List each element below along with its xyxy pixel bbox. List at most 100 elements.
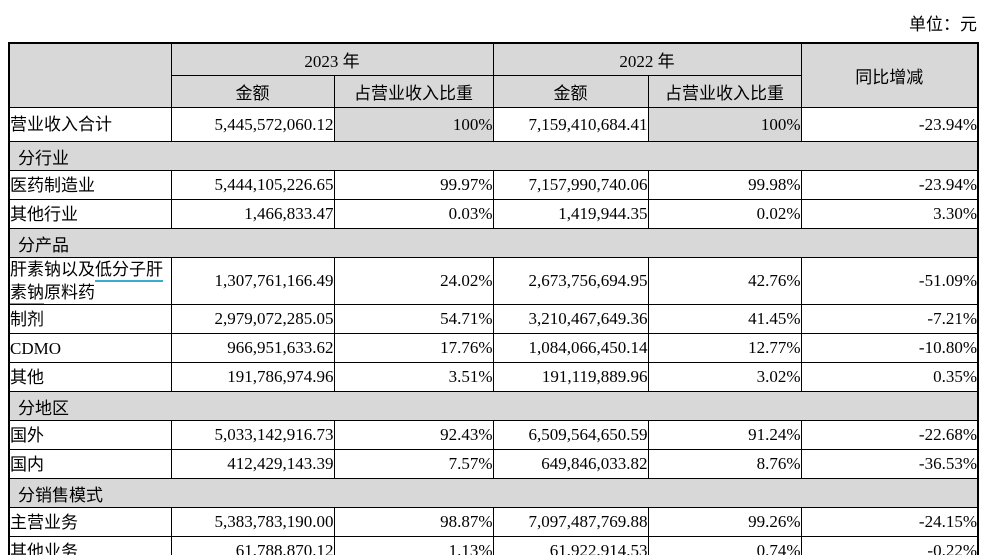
data-row: 制剂 2,979,072,285.05 54.71% 3,210,467,649.36… — [8, 304, 979, 334]
amount-2022-cell: 649,846,033.82 — [492, 449, 649, 479]
section-label: 分产品 — [8, 228, 979, 258]
amount-2022-cell: 7,159,410,684.41 — [492, 107, 649, 142]
amount-2022-cell: 1,419,944.35 — [492, 199, 649, 229]
revenue-breakdown-table: 2023 年 2022 年 同比增减 金额 占营业收入比重 金额 占营业收入比重… — [8, 42, 979, 555]
section-label: 分行业 — [8, 141, 979, 171]
row-label: 国外 — [8, 420, 172, 450]
section-row: 分行业 — [8, 141, 979, 171]
row-label: 营业收入合计 — [8, 107, 172, 142]
yoy-cell: -23.94% — [800, 170, 979, 200]
amount-2023-cell: 5,033,142,916.73 — [170, 420, 335, 450]
pct-2023-cell: 3.51% — [333, 362, 494, 392]
pct-2023-cell: 17.76% — [333, 333, 494, 363]
data-row: 其他 191,786,974.96 3.51% 191,119,889.96 3.02%… — [8, 362, 979, 392]
header-row-years: 2023 年 2022 年 同比增减 — [8, 42, 979, 108]
pct-2022-cell: 3.02% — [647, 362, 802, 392]
year-2023-header: 2023 年 — [170, 42, 494, 76]
yoy-cell: 3.30% — [800, 199, 979, 229]
pct-2023-cell: 99.97% — [333, 170, 494, 200]
section-label: 分销售模式 — [8, 478, 979, 508]
label-text: 肝素钠以及 — [10, 260, 95, 279]
row-label: 国内 — [8, 449, 172, 479]
yoy-cell: -23.94% — [800, 107, 979, 142]
yoy-change-header: 同比增减 — [800, 42, 979, 108]
amount-2022-cell: 7,097,487,769.88 — [492, 507, 649, 537]
data-row: 肝素钠以及低分子肝素钠原料药 1,307,761,166.49 24.02% 2,67… — [8, 257, 979, 305]
row-label: 其他 — [8, 362, 172, 392]
amount-2022-cell: 3,210,467,649.36 — [492, 304, 649, 334]
pct-2023-cell: 100% — [333, 107, 494, 142]
label-text: 原料药 — [44, 283, 95, 302]
pct-2022-cell: 100% — [647, 107, 802, 142]
amount-2023-cell: 412,429,143.39 — [170, 449, 335, 479]
yoy-cell: -51.09% — [800, 257, 979, 305]
pct-2022-cell: 0.74% — [647, 536, 802, 555]
row-label: 肝素钠以及低分子肝素钠原料药 — [8, 257, 172, 305]
pct-2023-cell: 98.87% — [333, 507, 494, 537]
corner-cell — [8, 42, 172, 108]
underlined-term: 低分子肝素钠 — [10, 260, 163, 304]
row-label: 其他业务 — [8, 536, 172, 555]
amount-2022-cell: 61,922,914.53 — [492, 536, 649, 555]
year-2022-header: 2022 年 — [492, 42, 802, 76]
amount-2023-cell: 5,445,572,060.12 — [170, 107, 335, 142]
amount-2023-cell: 191,786,974.96 — [170, 362, 335, 392]
pct-2022-cell: 12.77% — [647, 333, 802, 363]
unit-label: 单位：元 — [909, 15, 977, 34]
amount-2022-cell: 1,084,066,450.14 — [492, 333, 649, 363]
data-row: 医药制造业 5,444,105,226.65 99.97% 7,157,990,740… — [8, 170, 979, 200]
pct-2022-cell: 8.76% — [647, 449, 802, 479]
yoy-cell: -22.68% — [800, 420, 979, 450]
yoy-cell: -36.53% — [800, 449, 979, 479]
row-label: CDMO — [8, 333, 172, 363]
data-row: CDMO 966,951,633.62 17.76% 1,084,066,450.14… — [8, 333, 979, 363]
amount-2023-header: 金额 — [170, 75, 335, 108]
pct-2022-cell: 42.76% — [647, 257, 802, 305]
amount-2022-cell: 2,673,756,694.95 — [492, 257, 649, 305]
yoy-cell: -24.15% — [800, 507, 979, 537]
amount-2023-cell: 1,466,833.47 — [170, 199, 335, 229]
data-row: 主营业务 5,383,783,190.00 98.87% 7,097,487,769.… — [8, 507, 979, 537]
data-row: 营业收入合计 5,445,572,060.12 100% 7,159,410,684.… — [8, 107, 979, 142]
pct-2022-cell: 99.98% — [647, 170, 802, 200]
pct-2023-header: 占营业收入比重 — [333, 75, 494, 108]
pct-2023-cell: 7.57% — [333, 449, 494, 479]
pct-2022-cell: 41.45% — [647, 304, 802, 334]
row-label: 医药制造业 — [8, 170, 172, 200]
data-row: 国外 5,033,142,916.73 92.43% 6,509,564,650.59… — [8, 420, 979, 450]
row-label: 制剂 — [8, 304, 172, 334]
amount-2022-cell: 6,509,564,650.59 — [492, 420, 649, 450]
section-row: 分地区 — [8, 391, 979, 421]
data-row: 其他业务 61,788,870.12 1.13% 61,922,914.53 0.74%… — [8, 536, 979, 555]
yoy-cell: -0.22% — [800, 536, 979, 555]
pct-2023-cell: 92.43% — [333, 420, 494, 450]
amount-2023-cell: 1,307,761,166.49 — [170, 257, 335, 305]
data-row: 国内 412,429,143.39 7.57% 649,846,033.82 8.76%… — [8, 449, 979, 479]
amount-2022-header: 金额 — [492, 75, 649, 108]
section-row: 分产品 — [8, 228, 979, 258]
row-label: 主营业务 — [8, 507, 172, 537]
pct-2022-cell: 91.24% — [647, 420, 802, 450]
pct-2022-cell: 0.02% — [647, 199, 802, 229]
amount-2023-cell: 61,788,870.12 — [170, 536, 335, 555]
section-label: 分地区 — [8, 391, 979, 421]
amount-2023-cell: 5,383,783,190.00 — [170, 507, 335, 537]
pct-2023-cell: 54.71% — [333, 304, 494, 334]
pct-2022-cell: 99.26% — [647, 507, 802, 537]
section-row: 分销售模式 — [8, 478, 979, 508]
row-label: 其他行业 — [8, 199, 172, 229]
pct-2023-cell: 1.13% — [333, 536, 494, 555]
amount-2023-cell: 966,951,633.62 — [170, 333, 335, 363]
header-row-measures: 金额 占营业收入比重 金额 占营业收入比重 — [9, 75, 978, 108]
yoy-cell: 0.35% — [800, 362, 979, 392]
data-row: 其他行业 1,466,833.47 0.03% 1,419,944.35 0.02% 3.… — [8, 199, 979, 229]
amount-2023-cell: 2,979,072,285.05 — [170, 304, 335, 334]
pct-2022-header: 占营业收入比重 — [647, 75, 802, 108]
yoy-cell: -7.21% — [800, 304, 979, 334]
amount-2022-cell: 191,119,889.96 — [492, 362, 649, 392]
amount-2023-cell: 5,444,105,226.65 — [170, 170, 335, 200]
pct-2023-cell: 24.02% — [333, 257, 494, 305]
pct-2023-cell: 0.03% — [333, 199, 494, 229]
yoy-cell: -10.80% — [800, 333, 979, 363]
